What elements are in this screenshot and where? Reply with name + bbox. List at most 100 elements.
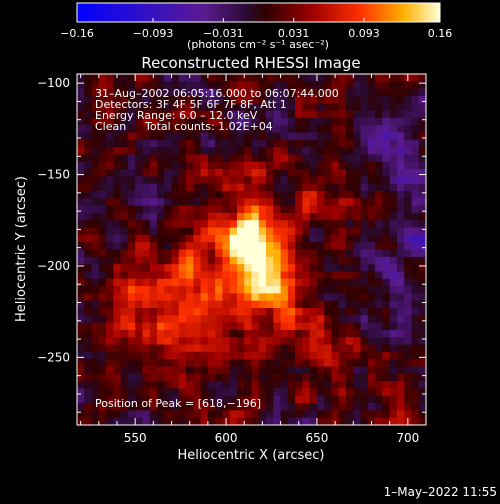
heatmap-cell bbox=[338, 337, 347, 346]
heatmap-cell bbox=[91, 176, 100, 185]
heatmap-cell bbox=[193, 249, 202, 258]
heatmap-cell bbox=[295, 293, 303, 302]
heatmap-cell bbox=[302, 403, 311, 411]
heatmap-cell bbox=[273, 183, 282, 192]
heatmap-cell bbox=[360, 322, 369, 331]
heatmap-cell bbox=[316, 256, 325, 265]
heatmap-cell bbox=[193, 212, 202, 221]
heatmap-cell bbox=[302, 183, 311, 192]
heatmap-cell bbox=[178, 242, 187, 251]
heatmap-cell bbox=[186, 169, 194, 177]
heatmap-cell bbox=[164, 329, 173, 338]
heatmap-cell bbox=[222, 264, 231, 273]
heatmap-cell bbox=[396, 103, 405, 112]
heatmap-cell bbox=[309, 359, 318, 368]
heatmap-cell bbox=[142, 110, 151, 119]
heatmap-cell bbox=[98, 410, 107, 419]
heatmap-cell bbox=[346, 351, 354, 360]
heatmap-cell bbox=[106, 147, 114, 156]
heatmap-cell bbox=[331, 300, 340, 309]
heatmap-cell bbox=[207, 220, 216, 229]
heatmap-cell bbox=[127, 308, 136, 316]
heatmap-cell bbox=[98, 271, 107, 280]
heatmap-cell bbox=[149, 381, 158, 390]
heatmap-cell bbox=[258, 337, 267, 346]
heatmap-cell bbox=[200, 403, 209, 411]
heatmap-cell bbox=[229, 286, 238, 294]
heatmap-cell bbox=[106, 117, 114, 126]
annotation-time-range: 31–Aug–2002 06:05:16.000 to 06:07:44.000 bbox=[95, 87, 339, 100]
heatmap-cell bbox=[316, 308, 325, 316]
heatmap-cell bbox=[287, 242, 296, 251]
heatmap-cell bbox=[236, 125, 245, 134]
heatmap-cell bbox=[280, 132, 289, 141]
heatmap-cell bbox=[106, 132, 114, 141]
heatmap-cell bbox=[273, 337, 282, 346]
heatmap-cell bbox=[353, 329, 362, 338]
heatmap-cell bbox=[178, 95, 187, 104]
heatmap-cell bbox=[91, 242, 100, 251]
heatmap-cell bbox=[77, 359, 85, 368]
colorbar-tick-label: −0.031 bbox=[203, 27, 244, 40]
heatmap-cell bbox=[266, 191, 274, 199]
heatmap-cell bbox=[164, 373, 173, 382]
heatmap-cell bbox=[149, 117, 158, 126]
heatmap-cell bbox=[287, 147, 296, 156]
heatmap-cell bbox=[367, 271, 376, 280]
heatmap-cell bbox=[156, 308, 165, 316]
heatmap-cell bbox=[171, 103, 180, 112]
heatmap-cell bbox=[309, 395, 318, 404]
heatmap-cell bbox=[266, 205, 274, 214]
heatmap-cell bbox=[186, 227, 194, 236]
heatmap-cell bbox=[382, 139, 391, 148]
heatmap-cell bbox=[142, 410, 151, 419]
heatmap-cell bbox=[404, 293, 413, 302]
heatmap-cell bbox=[77, 373, 85, 382]
heatmap-cell bbox=[127, 154, 136, 163]
heatmap-cell bbox=[120, 81, 129, 90]
heatmap-cell bbox=[346, 337, 354, 346]
heatmap-cell bbox=[375, 337, 383, 346]
heatmap-cell bbox=[418, 220, 426, 229]
heatmap-cell bbox=[156, 315, 165, 324]
heatmap-cell bbox=[331, 366, 340, 375]
heatmap-cell bbox=[142, 139, 151, 148]
heatmap-cell bbox=[171, 322, 180, 331]
heatmap-cell bbox=[106, 220, 114, 229]
heatmap-cell bbox=[309, 417, 318, 425]
heatmap-cell bbox=[200, 227, 209, 236]
heatmap-cell bbox=[273, 329, 282, 338]
heatmap-cell bbox=[316, 388, 325, 397]
heatmap-cell bbox=[367, 366, 376, 375]
heatmap-cell bbox=[106, 234, 114, 243]
heatmap-cell bbox=[149, 344, 158, 353]
heatmap-cell bbox=[215, 161, 224, 170]
heatmap-cell bbox=[178, 212, 187, 221]
heatmap-cell bbox=[382, 227, 391, 236]
heatmap-cell bbox=[324, 315, 333, 324]
heatmap-cell bbox=[287, 132, 296, 141]
heatmap-cell bbox=[178, 329, 187, 338]
heatmap-cell bbox=[164, 103, 173, 112]
heatmap-cell bbox=[382, 300, 391, 309]
heatmap-cell bbox=[120, 205, 129, 214]
heatmap-cell bbox=[164, 234, 173, 243]
heatmap-cell bbox=[258, 110, 267, 119]
heatmap-cell bbox=[106, 271, 114, 280]
heatmap-cell bbox=[338, 95, 347, 104]
heatmap-cell bbox=[324, 388, 333, 397]
heatmap-cell bbox=[106, 205, 114, 214]
heatmap-cell bbox=[353, 81, 362, 90]
heatmap-cell bbox=[382, 359, 391, 368]
heatmap-cell bbox=[84, 256, 93, 265]
heatmap-cell bbox=[200, 191, 209, 199]
heatmap-cell bbox=[149, 264, 158, 273]
heatmap-cell bbox=[280, 300, 289, 309]
heatmap-cell bbox=[418, 300, 426, 309]
heatmap-cell bbox=[127, 300, 136, 309]
heatmap-cell bbox=[215, 147, 224, 156]
heatmap-cell bbox=[360, 264, 369, 273]
heatmap-cell bbox=[367, 264, 376, 273]
heatmap-cell bbox=[171, 256, 180, 265]
heatmap-cell bbox=[244, 264, 253, 273]
